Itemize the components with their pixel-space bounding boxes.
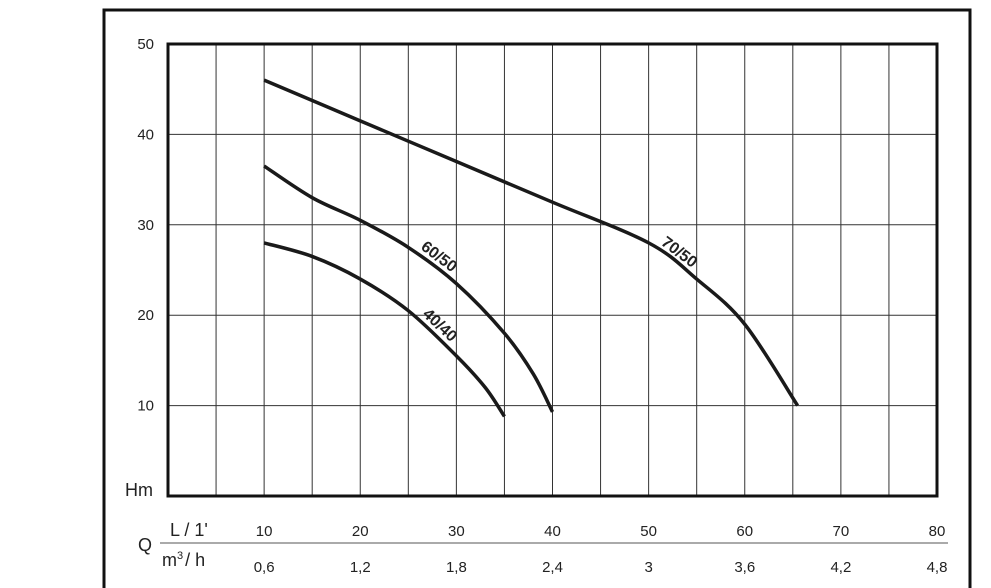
- series-line: [263, 164, 555, 413]
- x-tick-label-secondary: 4,8: [927, 559, 948, 576]
- x-tick-label: 50: [640, 523, 657, 540]
- x-axis-label: Q: [138, 535, 152, 555]
- series-line: [263, 78, 800, 407]
- x-tick-label: 10: [256, 523, 273, 540]
- x-tick-label-secondary: 3,6: [734, 559, 755, 576]
- x-tick-label: 30: [448, 523, 465, 540]
- x-tick-label: 20: [352, 523, 369, 540]
- x-tick-label-secondary: 1,2: [350, 559, 371, 576]
- x-unit-primary: L / 1': [170, 520, 208, 540]
- grid: [168, 44, 937, 496]
- x-unit-secondary-m: m: [162, 550, 177, 570]
- x-tick-label-secondary: 3: [644, 559, 652, 576]
- x-unit-secondary: m3/ h: [162, 550, 205, 570]
- x-tick-label: 40: [544, 523, 561, 540]
- plot-frame: [166, 42, 939, 498]
- x-tick-label-secondary: 2,4: [542, 559, 563, 576]
- x-unit-secondary-per-h: / h: [185, 550, 205, 570]
- outer-frame: [102, 8, 972, 588]
- x-tick-labels: 10 20 30 40 50 60 70 80: [256, 523, 946, 540]
- y-tick-labels: 10 20 30 40 50: [137, 36, 154, 415]
- x-tick-labels-secondary: 0,6 1,2 1,8 2,4 3 3,6 4,2 4,8: [254, 559, 948, 576]
- y-axis-label: Hm: [125, 480, 153, 500]
- y-tick-label: 50: [137, 36, 154, 53]
- x-unit-secondary-sup: 3: [177, 550, 183, 562]
- x-tick-label: 80: [929, 523, 946, 540]
- y-tick-label: 30: [137, 217, 154, 234]
- x-tick-label-secondary: 1,8: [446, 559, 467, 576]
- x-tick-label-secondary: 4,2: [830, 559, 851, 576]
- y-tick-label: 10: [137, 398, 154, 415]
- series-line: [263, 241, 506, 418]
- x-tick-label-secondary: 0,6: [254, 559, 275, 576]
- x-tick-label: 60: [736, 523, 753, 540]
- y-tick-label: 40: [137, 126, 154, 143]
- x-tick-label: 70: [833, 523, 850, 540]
- y-tick-label: 20: [137, 307, 154, 324]
